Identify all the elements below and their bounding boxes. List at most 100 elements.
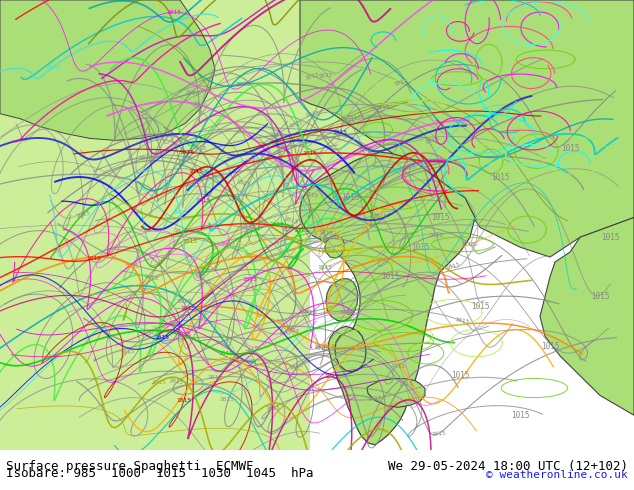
Text: 1010: 1010 xyxy=(193,101,208,109)
Text: 1015: 1015 xyxy=(293,227,308,233)
Text: 1015: 1015 xyxy=(235,82,250,87)
Polygon shape xyxy=(300,152,475,445)
Text: 1010: 1010 xyxy=(301,309,317,315)
Polygon shape xyxy=(326,279,358,321)
Text: 1015: 1015 xyxy=(172,210,188,215)
Text: Surface pressure Spaghetti  ECMWF: Surface pressure Spaghetti ECMWF xyxy=(6,460,254,473)
Text: 1010: 1010 xyxy=(184,90,200,97)
Text: 1015-: 1015- xyxy=(304,71,323,81)
Text: 1015: 1015 xyxy=(221,241,235,246)
Text: 1015: 1015 xyxy=(235,179,251,187)
Text: 1015-: 1015- xyxy=(280,223,299,233)
Text: 1015: 1015 xyxy=(601,233,619,242)
Text: We 29-05-2024 18:00 UTC (12+102): We 29-05-2024 18:00 UTC (12+102) xyxy=(387,460,628,473)
Polygon shape xyxy=(367,379,425,407)
Text: 1015: 1015 xyxy=(313,344,329,352)
Text: 1015: 1015 xyxy=(430,431,446,437)
Text: 1015: 1015 xyxy=(188,169,203,174)
Text: 1015: 1015 xyxy=(244,345,260,355)
Text: 1015: 1015 xyxy=(541,342,559,350)
Text: 1015: 1015 xyxy=(339,309,354,315)
Text: 1010: 1010 xyxy=(358,147,373,152)
Text: Isobare: 985  1000  1015  1030  1045  hPa: Isobare: 985 1000 1015 1030 1045 hPa xyxy=(6,467,314,480)
Text: 1015: 1015 xyxy=(424,136,440,145)
Text: 1015: 1015 xyxy=(120,348,135,356)
Text: 1015: 1015 xyxy=(471,302,489,311)
Text: 1015-: 1015- xyxy=(219,396,238,402)
Text: 1015: 1015 xyxy=(176,398,191,403)
Text: 1015: 1015 xyxy=(154,336,169,341)
Text: 1015: 1015 xyxy=(167,10,181,15)
Text: 1015: 1015 xyxy=(393,78,409,87)
Text: 1015: 1015 xyxy=(430,213,450,222)
Text: 1010: 1010 xyxy=(173,228,189,235)
Polygon shape xyxy=(0,0,310,450)
Text: 1015: 1015 xyxy=(381,272,399,281)
Text: 1015: 1015 xyxy=(219,351,234,356)
Text: 1015: 1015 xyxy=(124,264,139,270)
Polygon shape xyxy=(300,0,634,257)
Text: 1015: 1015 xyxy=(45,65,60,70)
Text: 1015-: 1015- xyxy=(168,378,187,386)
Text: 1010: 1010 xyxy=(207,375,223,380)
Polygon shape xyxy=(0,0,215,140)
Text: 1010: 1010 xyxy=(288,363,304,371)
Text: 1015: 1015 xyxy=(318,265,333,270)
Text: 1015: 1015 xyxy=(75,210,91,219)
Polygon shape xyxy=(540,218,634,415)
Text: 1015: 1015 xyxy=(321,344,335,349)
Text: 1015: 1015 xyxy=(340,193,359,202)
Text: 1015: 1015 xyxy=(321,249,335,254)
Text: 1015: 1015 xyxy=(451,371,469,380)
Text: 1015: 1015 xyxy=(454,317,469,325)
Text: 1015: 1015 xyxy=(151,326,166,331)
Text: 1015-: 1015- xyxy=(313,345,333,353)
Text: 1010: 1010 xyxy=(428,233,443,238)
Text: 1015: 1015 xyxy=(242,276,257,282)
Text: 1015: 1015 xyxy=(138,155,153,161)
Text: 1015: 1015 xyxy=(332,130,347,135)
Text: 1010: 1010 xyxy=(303,191,319,199)
Text: 1015-: 1015- xyxy=(318,230,337,237)
Text: 1015: 1015 xyxy=(340,118,356,125)
Text: 1010: 1010 xyxy=(176,299,191,304)
Polygon shape xyxy=(325,235,344,258)
Text: 1015: 1015 xyxy=(591,292,609,301)
Text: 1015: 1015 xyxy=(491,173,509,182)
Text: 1015: 1015 xyxy=(322,174,337,182)
Text: 1015: 1015 xyxy=(143,274,158,281)
Text: 1015: 1015 xyxy=(411,243,429,252)
Text: 1015: 1015 xyxy=(269,132,284,139)
Text: 1015: 1015 xyxy=(304,111,320,119)
Text: 1015: 1015 xyxy=(180,306,195,311)
Text: 1015: 1015 xyxy=(176,332,191,337)
Text: 1015: 1015 xyxy=(302,151,317,156)
Text: 1015: 1015 xyxy=(372,214,387,220)
Text: 1015: 1015 xyxy=(195,197,210,203)
Text: 1015: 1015 xyxy=(191,145,207,150)
Text: 1015: 1015 xyxy=(560,144,579,153)
Text: 1015: 1015 xyxy=(398,381,413,387)
Text: 1015-: 1015- xyxy=(460,241,479,247)
Polygon shape xyxy=(0,0,634,202)
Text: 1010: 1010 xyxy=(344,310,359,318)
Text: 1015: 1015 xyxy=(283,325,299,335)
Text: 1015: 1015 xyxy=(401,164,416,172)
Text: 1015: 1015 xyxy=(445,262,461,271)
Text: 1015: 1015 xyxy=(324,374,339,379)
Text: 1015-: 1015- xyxy=(197,277,217,288)
Text: 1015: 1015 xyxy=(179,149,195,155)
Text: 1015: 1015 xyxy=(183,239,198,244)
Text: 1015: 1015 xyxy=(390,363,405,369)
Text: 1015: 1015 xyxy=(366,395,382,402)
Text: 1015: 1015 xyxy=(314,227,329,233)
Text: 1015-: 1015- xyxy=(318,72,337,79)
Text: 1015: 1015 xyxy=(269,221,284,227)
Text: 1015: 1015 xyxy=(511,411,529,420)
Text: 1015: 1015 xyxy=(288,120,304,129)
Text: 1015: 1015 xyxy=(87,256,101,261)
Text: 1015: 1015 xyxy=(375,104,390,111)
Text: 1015: 1015 xyxy=(265,405,280,411)
Text: 1015: 1015 xyxy=(240,223,256,230)
Text: 1015: 1015 xyxy=(194,268,210,276)
